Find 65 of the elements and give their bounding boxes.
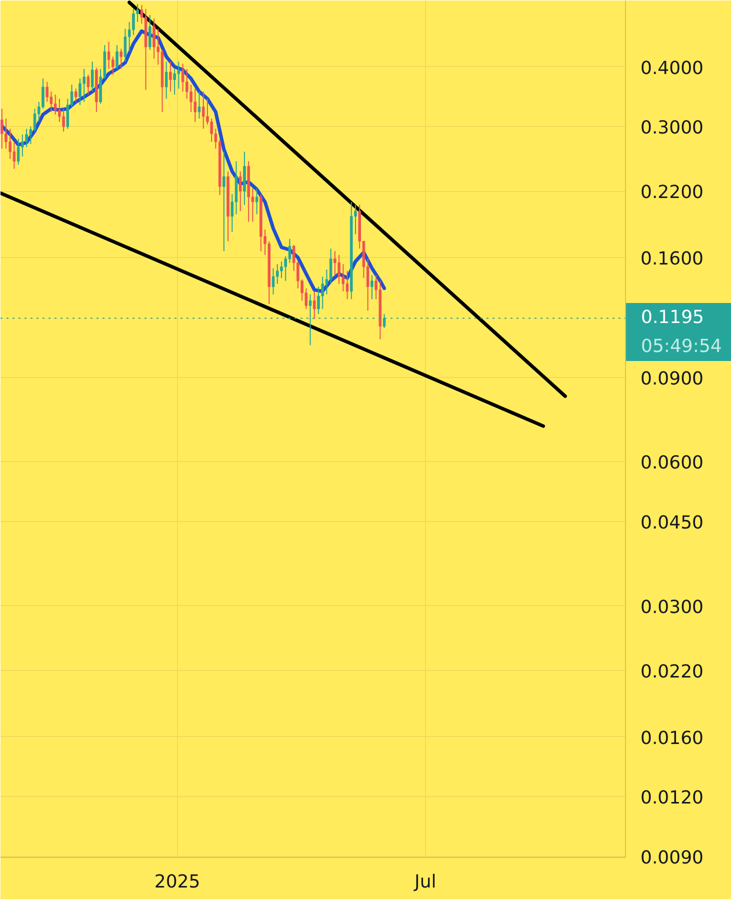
y-tick-label: 0.0900 [640, 368, 704, 390]
candlestick [194, 88, 197, 122]
candlestick [78, 78, 82, 106]
y-tick-label: 0.0120 [640, 788, 704, 809]
x-tick-label: Jul [414, 872, 436, 892]
candlestick [317, 286, 320, 314]
candlestick [120, 48, 122, 70]
candlestick [288, 238, 292, 264]
candlestick [338, 254, 340, 284]
candlestick [276, 264, 279, 284]
candlestick [177, 61, 180, 90]
candlestick [90, 61, 94, 92]
y-tick-label: 0.3000 [640, 118, 704, 139]
candlestick [124, 28, 127, 62]
y-tick-label: 0.1600 [640, 248, 704, 270]
candlestick [312, 290, 316, 320]
candlestick [62, 108, 65, 132]
candlestick [173, 68, 176, 96]
candlestick [46, 81, 48, 102]
candlestick [0, 108, 4, 150]
candlestick [16, 138, 20, 166]
y-tick-label: 0.0160 [640, 728, 704, 749]
x-tick-label: 2025 [154, 872, 200, 892]
candlestick [321, 276, 324, 310]
text: 05:49:54 [641, 335, 722, 359]
candlestick [186, 68, 188, 100]
candlestick [181, 63, 184, 92]
candlestick [54, 94, 57, 116]
y-tick-label: 0.0220 [640, 662, 704, 683]
candlestick [169, 61, 172, 92]
candlestick [164, 61, 168, 100]
y-tick-label: 0.0090 [640, 848, 704, 869]
candlestick [74, 88, 78, 102]
candlestick [132, 8, 135, 36]
candlestick [152, 18, 156, 60]
candlestick [82, 68, 86, 102]
candlestick [280, 260, 283, 279]
candlestick [148, 14, 152, 50]
y-tick-label: 0.2200 [640, 182, 704, 204]
candlestick [116, 44, 118, 70]
y-tick-label: 0.0450 [640, 512, 704, 534]
candlestick [33, 108, 36, 132]
candlestick [198, 91, 201, 120]
candlestick [190, 84, 192, 112]
candlestick [8, 128, 12, 160]
candlestick [329, 248, 332, 284]
y-tick-label: 0.4000 [640, 58, 704, 79]
candlestick [272, 268, 275, 295]
candlestick [255, 188, 258, 215]
candlestick [370, 274, 374, 300]
candlestick [334, 250, 336, 276]
candlestick [222, 151, 226, 252]
candlestick [86, 74, 90, 96]
candlestick [346, 270, 349, 300]
candlestick [202, 91, 205, 130]
candlestick [107, 41, 110, 70]
candlestick [25, 128, 28, 148]
candlestick [4, 118, 8, 150]
candlestick [210, 118, 213, 142]
candlestick [12, 141, 16, 170]
ref-line-label: 0.1195 [641, 306, 704, 330]
y-tick-label: 0.0300 [640, 596, 704, 618]
candlestick [342, 264, 345, 292]
y-tick-label: 0.0600 [640, 452, 704, 474]
candlestick [238, 170, 242, 212]
